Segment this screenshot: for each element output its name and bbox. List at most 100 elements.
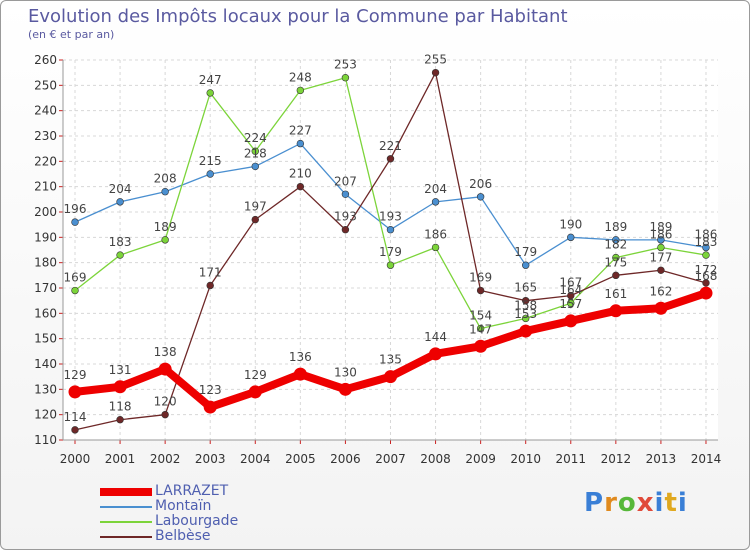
legend-swatch [100, 488, 152, 496]
data-label: 179 [514, 245, 537, 259]
data-point [699, 286, 713, 300]
data-point [654, 301, 668, 315]
data-point [657, 243, 665, 252]
x-tick-label: 2000 [60, 452, 91, 466]
data-label: 162 [649, 284, 672, 298]
y-tick-label: 170 [34, 281, 57, 295]
data-label: 153 [514, 307, 537, 321]
data-label: 206 [469, 177, 492, 191]
data-label: 210 [289, 167, 312, 181]
data-point [431, 68, 440, 77]
data-point [702, 279, 710, 287]
data-point [251, 215, 259, 224]
data-label: 147 [469, 322, 492, 336]
legend-label: LARRAZET [155, 483, 229, 499]
data-point [383, 370, 397, 384]
data-point [521, 296, 530, 305]
data-label: 190 [559, 217, 582, 231]
data-point [293, 367, 307, 381]
data-label: 189 [154, 220, 177, 234]
legend-label: Belbèse [155, 528, 211, 544]
data-point [474, 339, 488, 353]
data-point [68, 385, 82, 399]
data-label: 196 [64, 202, 87, 216]
y-tick-label: 180 [34, 256, 57, 270]
data-point [431, 243, 440, 252]
data-label: 129 [244, 368, 267, 382]
data-point [702, 251, 710, 259]
data-label: 247 [199, 73, 222, 87]
legend-swatch [100, 521, 152, 523]
data-label: 193 [334, 210, 357, 224]
data-point [71, 426, 79, 434]
x-tick-label: 2012 [601, 452, 632, 466]
data-label: 183 [695, 235, 718, 249]
data-label: 161 [604, 287, 627, 301]
data-label: 164 [559, 283, 582, 297]
data-label: 172 [695, 263, 718, 277]
data-point [296, 182, 305, 191]
data-point [161, 236, 169, 244]
data-label: 131 [109, 363, 132, 377]
data-label: 197 [244, 200, 267, 214]
data-label: 193 [379, 210, 402, 224]
data-label: 118 [109, 400, 132, 414]
data-point [612, 271, 620, 280]
data-label: 114 [64, 410, 87, 424]
data-label: 169 [64, 271, 87, 285]
data-point [161, 410, 169, 419]
data-label: 186 [695, 227, 718, 241]
data-label: 221 [379, 139, 402, 153]
data-label: 248 [289, 70, 312, 84]
data-label: 189 [649, 220, 672, 234]
y-tick-label: 130 [34, 382, 57, 396]
data-point [251, 162, 259, 171]
data-point [251, 147, 259, 155]
legend-label: Montaïn [155, 498, 212, 514]
x-tick-label: 2011 [555, 452, 586, 466]
data-label: 165 [514, 281, 537, 295]
data-point [429, 347, 443, 361]
data-label: 179 [379, 245, 402, 259]
x-tick-label: 2014 [691, 452, 722, 466]
y-tick-label: 120 [34, 408, 57, 422]
data-label: 154 [469, 309, 492, 323]
data-point [341, 74, 350, 82]
data-point [206, 89, 214, 97]
data-point [158, 362, 172, 376]
x-tick-label: 2006 [330, 452, 361, 466]
x-tick-label: 2007 [375, 452, 406, 466]
y-tick-label: 220 [34, 154, 57, 168]
data-point [71, 218, 79, 226]
data-label: 130 [334, 365, 357, 379]
chart-title: Evolution des Impôts locaux pour la Comm… [28, 6, 568, 27]
y-tick-label: 260 [34, 53, 57, 67]
data-label: 204 [424, 182, 447, 196]
x-tick-label: 2002 [150, 452, 181, 466]
data-label: 138 [154, 345, 177, 359]
data-point [567, 233, 575, 242]
data-label: 207 [334, 174, 357, 188]
data-point [116, 416, 124, 424]
data-label: 182 [604, 238, 627, 252]
x-tick-label: 2005 [285, 452, 316, 466]
x-tick-label: 2008 [420, 452, 451, 466]
data-point [476, 193, 485, 201]
data-point [702, 243, 710, 252]
x-tick-label: 2001 [105, 452, 136, 466]
data-point [386, 155, 395, 163]
data-point [519, 324, 533, 338]
data-label: 135 [379, 353, 402, 367]
data-point [206, 281, 214, 290]
data-point [476, 286, 485, 295]
data-point [657, 266, 665, 274]
data-label: 171 [199, 265, 222, 279]
y-tick-label: 230 [34, 129, 57, 143]
data-point [567, 291, 575, 300]
data-label: 136 [289, 350, 312, 364]
x-tick-label: 2009 [465, 452, 496, 466]
data-point [657, 236, 665, 244]
legend-swatch [100, 506, 152, 508]
y-tick-label: 140 [34, 357, 57, 371]
data-point [113, 380, 127, 394]
